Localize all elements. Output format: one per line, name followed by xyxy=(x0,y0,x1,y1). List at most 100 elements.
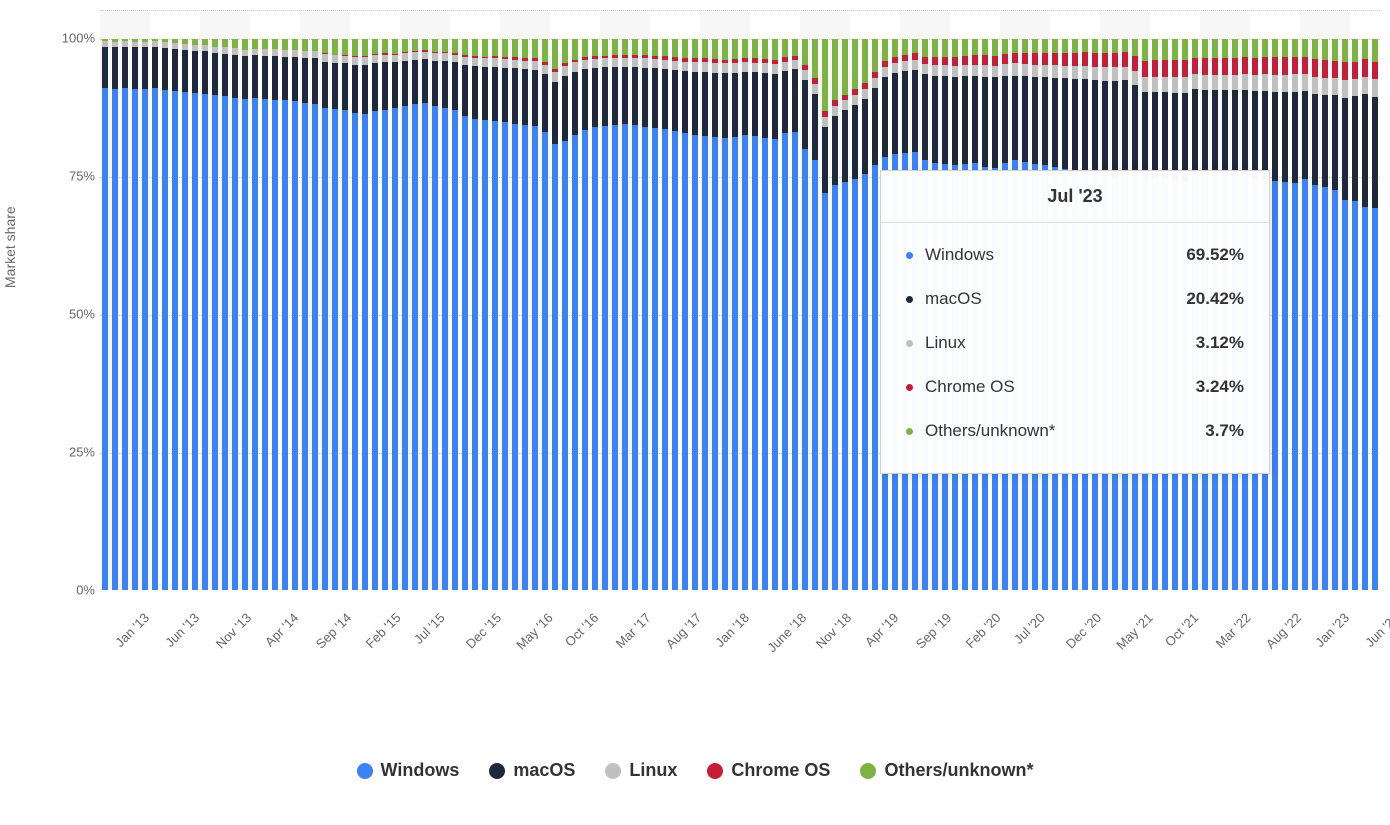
bar-group[interactable] xyxy=(810,11,820,590)
bar-group[interactable] xyxy=(110,11,120,590)
bar-group[interactable] xyxy=(750,11,760,590)
bar-group[interactable] xyxy=(630,11,640,590)
bar-group[interactable] xyxy=(160,11,170,590)
bar-group[interactable] xyxy=(690,11,700,590)
bar-group[interactable] xyxy=(760,11,770,590)
bar-group[interactable] xyxy=(280,11,290,590)
bar-group[interactable] xyxy=(250,11,260,590)
bar-group[interactable] xyxy=(1270,11,1280,590)
bar-group[interactable] xyxy=(730,11,740,590)
bar-group[interactable] xyxy=(710,11,720,590)
bar-group[interactable] xyxy=(140,11,150,590)
bar-group[interactable] xyxy=(1350,11,1360,590)
bar-segment-linux xyxy=(322,54,329,62)
bar-group[interactable] xyxy=(800,11,810,590)
bar-group[interactable] xyxy=(440,11,450,590)
bar-group[interactable] xyxy=(580,11,590,590)
bar-group[interactable] xyxy=(520,11,530,590)
bar-group[interactable] xyxy=(680,11,690,590)
bar-group[interactable] xyxy=(420,11,430,590)
bar-group[interactable] xyxy=(300,11,310,590)
bar-segment-windows xyxy=(572,135,579,590)
bar-group[interactable] xyxy=(370,11,380,590)
bar-group[interactable] xyxy=(670,11,680,590)
bar-group[interactable] xyxy=(610,11,620,590)
bar-group[interactable] xyxy=(600,11,610,590)
bar-group[interactable] xyxy=(1320,11,1330,590)
bar-group[interactable] xyxy=(830,11,840,590)
bar-group[interactable] xyxy=(320,11,330,590)
bar-group[interactable] xyxy=(100,11,110,590)
bar-group[interactable] xyxy=(350,11,360,590)
bar-group[interactable] xyxy=(330,11,340,590)
bar-group[interactable] xyxy=(310,11,320,590)
legend-item[interactable]: macOS xyxy=(489,760,575,781)
bar-group[interactable] xyxy=(650,11,660,590)
bar-group[interactable] xyxy=(450,11,460,590)
bar-group[interactable] xyxy=(290,11,300,590)
bar-group[interactable] xyxy=(850,11,860,590)
bar-group[interactable] xyxy=(360,11,370,590)
bar-group[interactable] xyxy=(510,11,520,590)
bar-segment-windows xyxy=(592,127,599,590)
bar-group[interactable] xyxy=(840,11,850,590)
bar-group[interactable] xyxy=(1340,11,1350,590)
bar-group[interactable] xyxy=(1330,11,1340,590)
bar-group[interactable] xyxy=(180,11,190,590)
legend-dot xyxy=(489,763,505,779)
bar-group[interactable] xyxy=(780,11,790,590)
bar-group[interactable] xyxy=(530,11,540,590)
bar-group[interactable] xyxy=(500,11,510,590)
bar-group[interactable] xyxy=(240,11,250,590)
bar-group[interactable] xyxy=(490,11,500,590)
bar-group[interactable] xyxy=(480,11,490,590)
bar-group[interactable] xyxy=(410,11,420,590)
bar-group[interactable] xyxy=(380,11,390,590)
bar-group[interactable] xyxy=(660,11,670,590)
bar-group[interactable] xyxy=(790,11,800,590)
bar-group[interactable] xyxy=(820,11,830,590)
bar-group[interactable] xyxy=(340,11,350,590)
bar-group[interactable] xyxy=(700,11,710,590)
tooltip-dot xyxy=(906,340,913,347)
bar-group[interactable] xyxy=(460,11,470,590)
bar-group[interactable] xyxy=(640,11,650,590)
bar-group[interactable] xyxy=(1290,11,1300,590)
bar-group[interactable] xyxy=(550,11,560,590)
bar-group[interactable] xyxy=(1360,11,1370,590)
bar-group[interactable] xyxy=(390,11,400,590)
bar-group[interactable] xyxy=(1310,11,1320,590)
bar-group[interactable] xyxy=(470,11,480,590)
tooltip-series-name: Others/unknown* xyxy=(925,421,1055,441)
bar-group[interactable] xyxy=(120,11,130,590)
bar-group[interactable] xyxy=(190,11,200,590)
bar-group[interactable] xyxy=(1300,11,1310,590)
bar-group[interactable] xyxy=(400,11,410,590)
legend-item[interactable]: Linux xyxy=(605,760,677,781)
bar-group[interactable] xyxy=(1280,11,1290,590)
bar-group[interactable] xyxy=(590,11,600,590)
bar-group[interactable] xyxy=(220,11,230,590)
bar-group[interactable] xyxy=(770,11,780,590)
bar-group[interactable] xyxy=(230,11,240,590)
bar-group[interactable] xyxy=(540,11,550,590)
bar-group[interactable] xyxy=(130,11,140,590)
bar-group[interactable] xyxy=(740,11,750,590)
legend-item[interactable]: Others/unknown* xyxy=(860,760,1033,781)
bar-group[interactable] xyxy=(430,11,440,590)
bar-group[interactable] xyxy=(200,11,210,590)
bar-group[interactable] xyxy=(720,11,730,590)
bar-group[interactable] xyxy=(270,11,280,590)
bar-group[interactable] xyxy=(870,11,880,590)
legend-item[interactable]: Windows xyxy=(357,760,460,781)
bar-group[interactable] xyxy=(1370,11,1380,590)
bar-group[interactable] xyxy=(860,11,870,590)
bar-group[interactable] xyxy=(170,11,180,590)
legend-item[interactable]: Chrome OS xyxy=(707,760,830,781)
bar-group[interactable] xyxy=(260,11,270,590)
bar-group[interactable] xyxy=(560,11,570,590)
bar-group[interactable] xyxy=(150,11,160,590)
bar-group[interactable] xyxy=(620,11,630,590)
bar-group[interactable] xyxy=(210,11,220,590)
bar-group[interactable] xyxy=(570,11,580,590)
